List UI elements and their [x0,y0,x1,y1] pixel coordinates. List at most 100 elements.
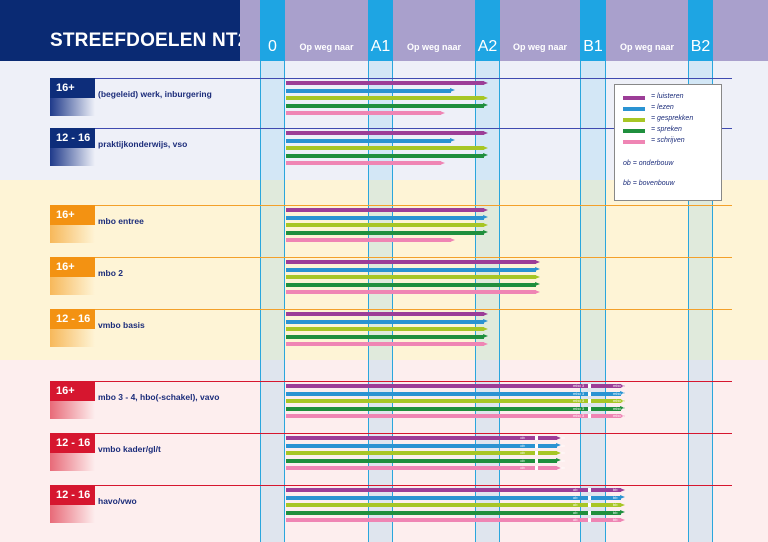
segment-label: bb [560,457,565,463]
bar-luisteren [286,208,484,212]
bar-spreken [286,103,484,108]
op-weg-naar-label: Op weg naar [406,42,461,52]
bar-head-spreken [482,230,488,234]
bar-head-lezen [620,495,626,499]
sector-label: vmbo kader/gl/t [98,444,161,454]
bar-gesprekken [286,275,537,279]
level-header-0 [260,0,285,61]
bar-split [588,510,591,515]
bar-lezen [286,391,622,396]
op-weg-naar-label: Op weg naar [512,42,567,52]
bar-split [588,518,591,522]
bar-split [588,406,591,411]
segment-label: ob [573,509,578,515]
op-weg-naar-label: Op weg naar [299,42,354,52]
age-badge: 12 - 16 [50,128,95,148]
level-header-B1 [580,0,606,61]
bar-luisteren [286,260,537,264]
bar-gesprekken [286,223,484,227]
level-label-A2: A2 [477,38,498,55]
bar-schrijven [286,111,441,115]
sector-label: mbo entree [98,216,144,226]
bar-luisteren [286,81,484,85]
sector-label: (begeleid) werk, inburgering [98,89,212,99]
segment-label: mbo 4 [613,413,625,418]
bar-head-luisteren [620,487,626,492]
bar-lezen [286,88,452,93]
bar-spreken [286,510,622,515]
bar-head-spreken [482,153,488,157]
segment-label: bb [613,502,618,507]
bar-head-gesprekken [482,222,488,227]
age-badge-tail [50,148,95,166]
legend: = luisteren = lezen = gesprekken = spreken =… [614,84,722,201]
segment-label: mbo 4 [613,383,625,388]
bar-gesprekken [286,503,622,507]
bar-head-spreken [482,334,488,338]
page-title: STREEFDOELEN NT2 [50,30,249,51]
bar-head-luisteren [482,130,488,135]
bar-split [588,414,591,418]
bar-lezen [286,215,484,220]
bar-head-schrijven [620,413,626,418]
bar-head-lezen [535,267,541,271]
bar-split [535,458,539,463]
bar-head-lezen [556,443,562,447]
bar-head-schrijven [482,341,488,346]
bar-schrijven [286,290,537,294]
segment-label: ob [520,442,525,448]
row-divider [50,433,732,434]
legend-label-spreken: = spreken [651,126,682,133]
segment-label: ob [573,502,578,507]
age-badge: 16+ [50,257,95,277]
segment-label: bb [560,435,565,440]
header-purple-band [240,0,768,61]
bar-lezen [286,267,537,272]
legend-label-gesprekken: = gesprekken [651,115,694,122]
bar-lezen [286,443,558,448]
segment-label: bb [560,442,565,448]
bar-luisteren [286,488,622,492]
bar-split [588,384,591,388]
segment-label: ob [520,457,525,463]
level-column-0 [260,61,285,542]
bar-head-schrijven [439,160,445,165]
bar-head-gesprekken [620,398,626,403]
bar-head-schrijven [535,289,541,294]
bar-lezen [286,495,622,500]
level-label-0: 0 [268,38,277,55]
bar-split [588,495,591,500]
segment-label: bb [560,450,565,455]
title-box [0,0,240,61]
age-badge-tail [50,401,95,419]
legend-swatch-luisteren [623,96,645,100]
bar-split [588,391,591,396]
level-label-B2: B2 [690,38,711,55]
age-badge-tail [50,277,95,295]
segment-label: bb [613,509,618,515]
segment-label: bb [613,487,618,492]
row-divider [50,381,732,382]
bar-spreken [286,406,622,411]
legend-label-luisteren: = luisteren [651,93,684,100]
bar-split [535,451,539,455]
bar-split [535,436,539,440]
segment-label: ob [573,517,578,522]
bar-schrijven [286,161,441,165]
level-label-B1: B1 [583,38,603,55]
age-badge: 16+ [50,381,95,401]
bar-head-spreken [620,510,626,514]
age-badge: 16+ [50,78,95,98]
segment-label: mbo 3 [573,413,585,418]
bar-head-schrijven [620,517,626,522]
sector-label: praktijkonderwijs, vso [98,139,188,149]
bar-head-gesprekken [482,326,488,331]
legend-ob-note: ob = onderbouw [623,160,674,167]
bar-head-lezen [482,319,488,323]
row-divider [50,128,732,129]
legend-swatch-gesprekken [623,118,645,122]
bar-spreken [286,334,484,339]
age-badge-tail [50,98,95,116]
age-badge-tail [50,329,95,347]
bar-head-spreken [482,103,488,107]
